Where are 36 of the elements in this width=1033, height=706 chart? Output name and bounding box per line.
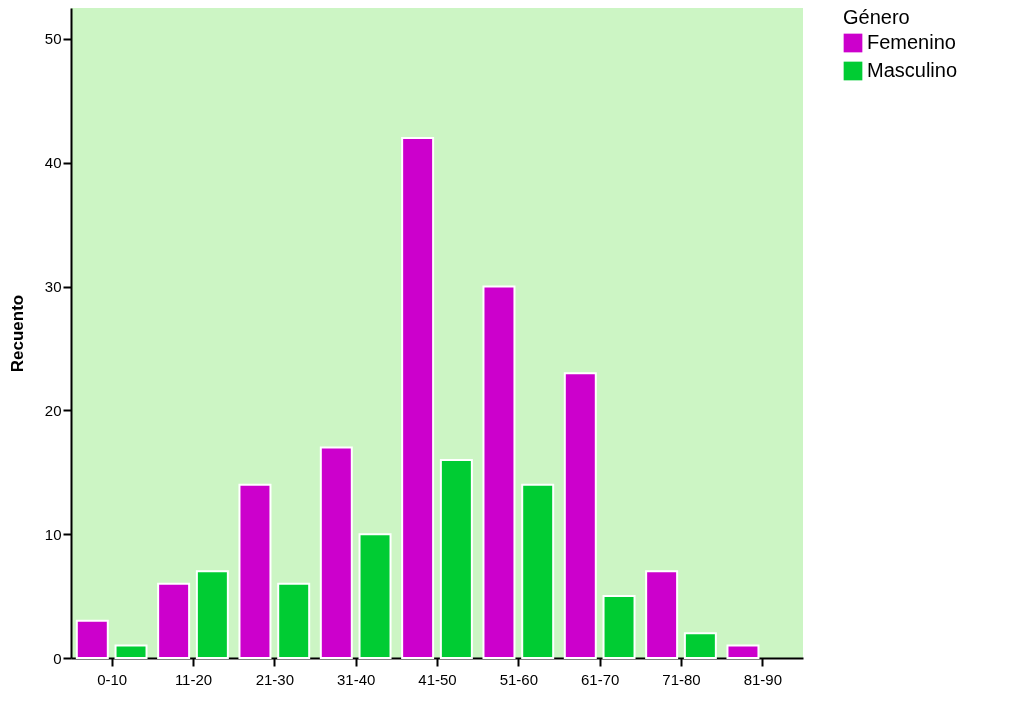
y-tick-label: 0 [53,649,62,667]
x-tick-label: 71-80 [662,670,701,688]
y-tick-label: 10 [44,525,62,543]
bar [521,483,555,659]
y-tick-label: 30 [44,278,62,296]
y-tick-label: 40 [44,154,62,172]
x-tick-label: 0-10 [97,670,128,688]
x-tick-label: 31-40 [336,670,376,688]
bar [319,446,353,659]
bar [726,644,760,659]
legend-label: Masculino [867,59,958,81]
x-tick-label: 11-20 [174,670,213,688]
y-axis-title: Recuento [7,294,27,373]
y-tick-label: 20 [44,401,62,419]
bar [75,619,109,659]
bar [195,570,229,659]
x-tick-label: 81-90 [743,670,783,688]
bar [114,644,148,659]
bar [683,632,717,659]
legend-title: Género [843,6,910,28]
x-tick-label: 61-70 [580,670,620,688]
legend-label: Femenino [867,31,956,53]
bar [563,372,597,659]
bar [238,483,272,659]
bar [602,595,636,659]
bar [157,582,191,659]
bar [439,458,473,659]
bar [482,285,516,659]
x-tick-label: 51-60 [499,670,539,688]
bar [645,570,679,659]
bar [401,137,435,659]
bar [358,533,392,659]
x-tick-label: 21-30 [255,670,295,688]
x-tick-label: 41-50 [418,670,457,688]
y-tick-label: 50 [44,30,62,48]
bar [277,582,311,659]
